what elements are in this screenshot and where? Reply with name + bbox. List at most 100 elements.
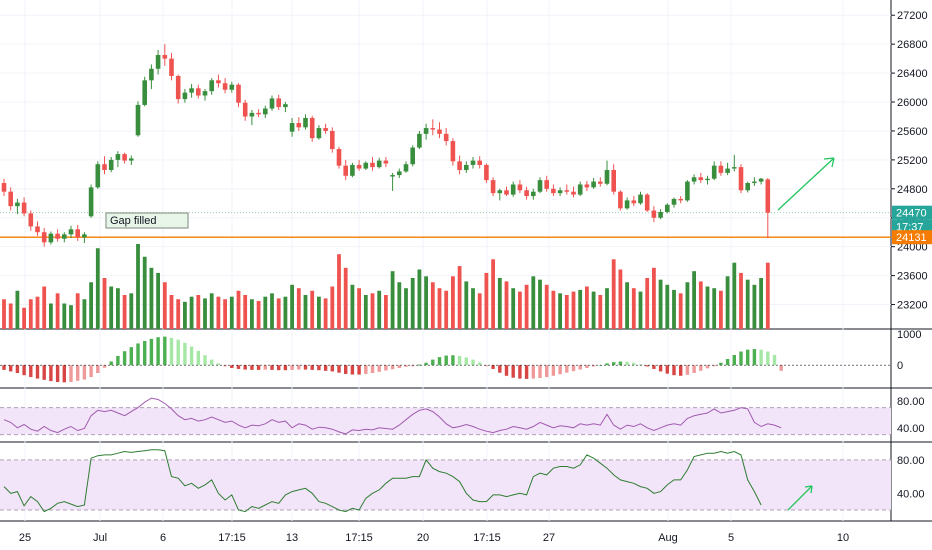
volume-bar — [122, 295, 127, 329]
oscillator-bar — [76, 365, 80, 381]
volume-bar — [343, 267, 348, 329]
volume-bar — [22, 307, 26, 329]
oscillator-bar — [712, 365, 716, 367]
volume-bar — [310, 290, 315, 329]
candle-body — [651, 210, 657, 218]
time-label: Jul — [93, 532, 107, 544]
oscillator-bar — [558, 365, 562, 375]
oscillator-bar — [82, 365, 87, 380]
candle-body — [82, 234, 87, 238]
oscillator-bar — [250, 365, 254, 370]
volume-bar — [430, 282, 435, 329]
volume-bar — [437, 288, 442, 329]
time-label: 27 — [543, 532, 555, 544]
volume-bar — [518, 291, 522, 329]
candle-body — [477, 160, 482, 165]
price-tick-label: 25200 — [897, 155, 928, 167]
candle-body — [685, 181, 690, 201]
oscillator-bar — [189, 346, 194, 366]
volume-bar — [337, 254, 341, 329]
candle-body — [658, 211, 663, 218]
time-label: 17:15 — [218, 532, 246, 544]
oscillator-bar — [645, 365, 649, 367]
volume-bar — [330, 286, 335, 329]
volume-bar — [169, 295, 174, 329]
oscillator-bar — [350, 365, 355, 375]
candle-body — [102, 164, 107, 171]
volume-bar — [652, 267, 656, 329]
candle-body — [62, 234, 67, 239]
candle-body — [202, 91, 208, 96]
volume-bar — [370, 293, 375, 329]
time-axis[interactable]: 25 Jul 6 17:15 13 17:15 20 17:15 27 Aug 5 10 — [19, 532, 849, 544]
candle-body — [423, 128, 429, 134]
volume-bar — [350, 284, 355, 329]
price-tick-label: 23600 — [897, 271, 928, 283]
rsi-line — [3, 397, 782, 435]
candle-body — [376, 160, 382, 168]
candle-body — [28, 213, 34, 227]
oscillator-bar — [22, 365, 26, 376]
volume-bar — [229, 296, 234, 329]
time-label: Aug — [658, 532, 678, 544]
volume-bar — [410, 278, 415, 329]
candle-body — [216, 80, 221, 84]
candle-body — [671, 198, 677, 205]
oscillator-bar — [719, 362, 723, 366]
candle-body — [510, 184, 516, 195]
volume-bar — [417, 269, 422, 329]
annotations: Gap filled — [105, 157, 835, 511]
oscillator-bar — [49, 365, 53, 382]
volume-bar — [571, 291, 576, 329]
candle-body — [75, 229, 80, 238]
oscillator-bar — [431, 359, 435, 366]
oscillator-bar — [129, 347, 133, 366]
candle-body — [41, 232, 47, 243]
volume-bar — [719, 290, 723, 329]
volume-bar — [477, 293, 482, 329]
oscillator-bar — [364, 365, 368, 374]
oscillator-bar — [122, 351, 127, 366]
price-tag-box — [892, 219, 932, 234]
volume-bar — [28, 299, 33, 329]
oscillator-bar — [290, 365, 294, 370]
volume-bar — [196, 295, 201, 329]
projection-arrowhead-stoch — [804, 485, 813, 494]
candle-body — [309, 117, 315, 139]
volume-bar — [8, 303, 13, 329]
volume-bar — [223, 299, 227, 329]
volume-bar — [444, 290, 449, 329]
gap-filled-label: Gap filled — [110, 215, 156, 227]
oscillator-bar — [705, 365, 710, 369]
volume-bar — [598, 295, 603, 329]
candle-body — [256, 112, 261, 115]
candle-body — [410, 147, 415, 165]
volume-panel — [2, 244, 770, 329]
candle-body — [8, 191, 13, 207]
stoch-tick-label: 40.00 — [897, 488, 925, 500]
oscillator-bar — [183, 342, 187, 366]
candle-body — [397, 171, 402, 176]
volume-bar — [544, 284, 549, 329]
volume-bar — [484, 272, 489, 329]
oscillator-bar — [203, 355, 207, 366]
candle-body — [591, 181, 596, 188]
candle-body — [738, 167, 744, 191]
oscillator-bar — [69, 365, 73, 383]
candle-body — [544, 180, 549, 189]
price-axis[interactable]: 2720026800264002600025600252002480024400… — [891, 10, 932, 500]
volume-bar — [759, 278, 763, 329]
volume-bar — [156, 272, 160, 329]
candle-body — [745, 183, 750, 191]
candle-body — [718, 165, 724, 173]
volume-bar — [605, 288, 609, 329]
candle-body — [343, 165, 348, 176]
time-label: 17:15 — [473, 532, 501, 544]
candle-body — [631, 200, 637, 204]
oscillator-bar — [283, 365, 288, 371]
candle-body — [209, 80, 214, 92]
oscillator-bar — [632, 362, 636, 366]
volume-bar — [538, 279, 542, 329]
candle-body — [417, 133, 422, 148]
